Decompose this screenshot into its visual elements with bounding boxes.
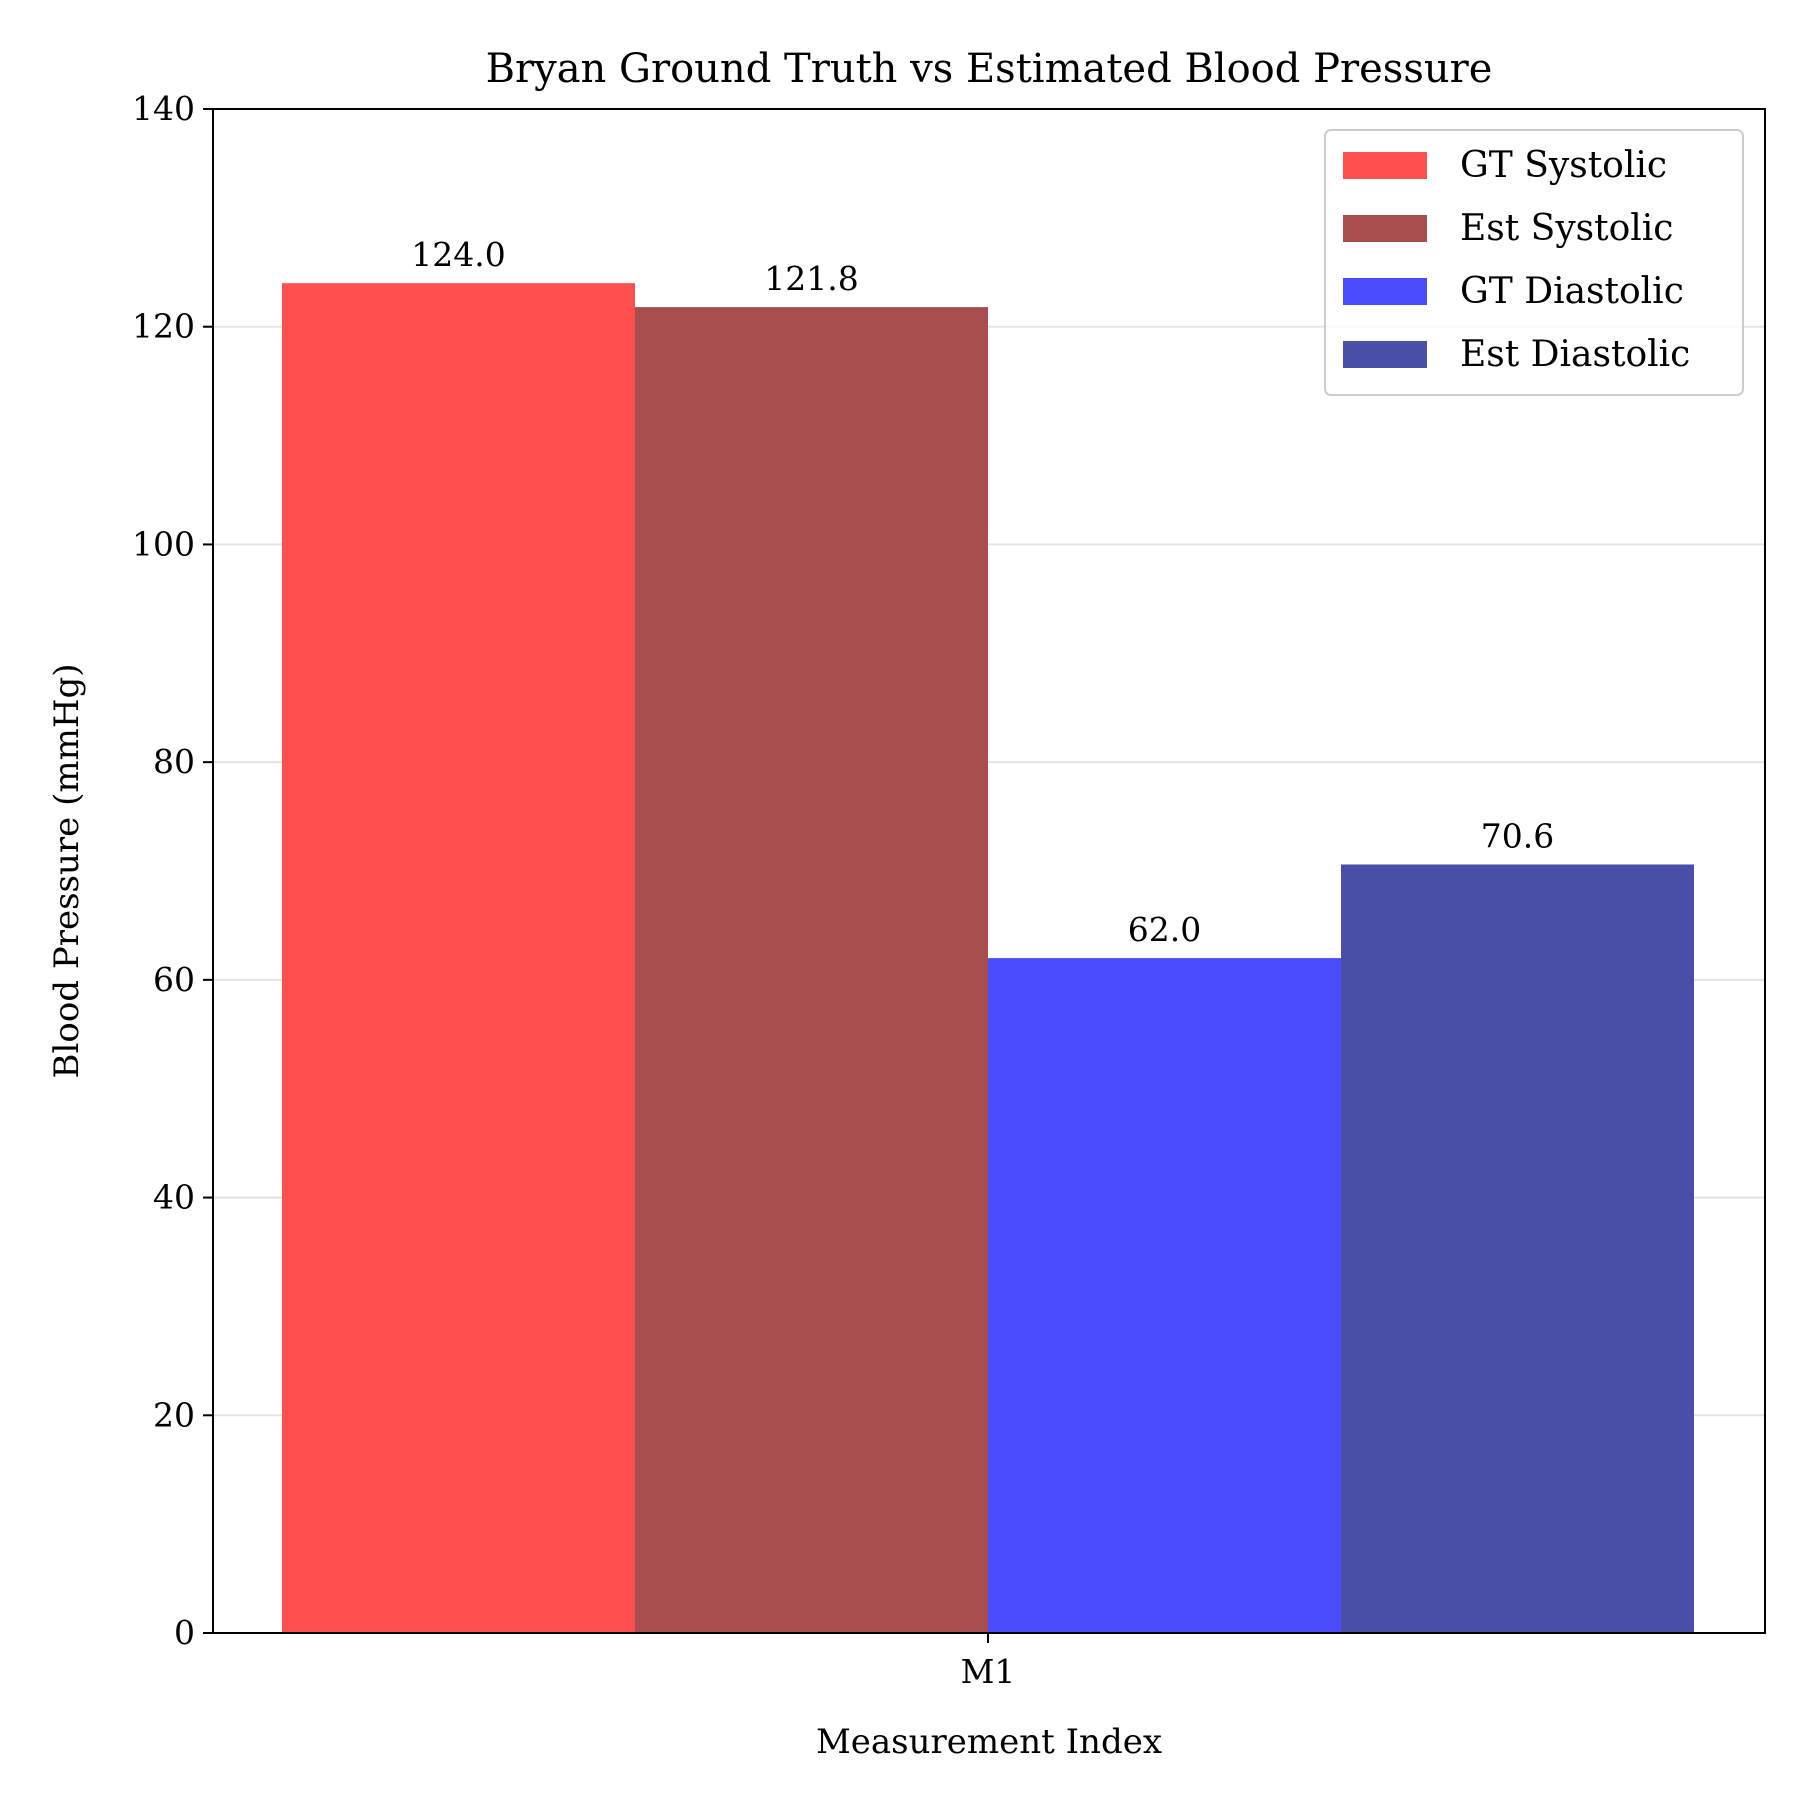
legend-label: Est Diastolic — [1460, 334, 1690, 375]
data-labels: 124.0 121.8 62.0 70.6 — [411, 235, 1554, 949]
bar-value-label: 124.0 — [411, 235, 505, 274]
y-tick-label: 20 — [153, 1395, 195, 1434]
bar — [635, 307, 988, 1633]
x-axis-label: Measurement Index — [816, 1722, 1162, 1762]
x-tick-label: M1 — [961, 1652, 1016, 1691]
legend-label: Est Systolic — [1460, 208, 1673, 249]
x-axis-ticks: M1 — [961, 1633, 1016, 1691]
bar-value-label: 121.8 — [764, 259, 858, 298]
bar — [988, 958, 1341, 1633]
y-axis-label: Blood Pressure (mmHg) — [47, 663, 87, 1078]
bar-value-label: 62.0 — [1128, 910, 1201, 949]
y-tick-label: 140 — [132, 89, 195, 128]
legend-swatch — [1343, 215, 1427, 242]
legend-swatch — [1343, 152, 1427, 179]
y-tick-label: 100 — [132, 524, 195, 563]
legend: GT Systolic Est Systolic GT Diastolic Est D… — [1324, 129, 1744, 396]
bar — [1341, 864, 1694, 1633]
bar — [282, 283, 635, 1634]
legend-items: GT Systolic Est Systolic GT Diastolic Est D… — [1343, 145, 1690, 375]
legend-box — [1324, 129, 1744, 396]
y-tick-label: 80 — [153, 742, 195, 781]
y-tick-label: 60 — [153, 960, 195, 999]
y-tick-label: 40 — [153, 1178, 195, 1217]
chart-title: Bryan Ground Truth vs Estimated Blood Pr… — [486, 46, 1493, 92]
legend-swatch — [1343, 341, 1427, 368]
legend-swatch — [1343, 278, 1427, 305]
legend-label: GT Diastolic — [1460, 271, 1684, 312]
bar-value-label: 70.6 — [1481, 816, 1554, 855]
y-tick-label: 120 — [132, 307, 195, 346]
bars — [282, 283, 1694, 1634]
legend-label: GT Systolic — [1460, 145, 1667, 186]
y-tick-label: 0 — [174, 1613, 195, 1652]
y-axis-ticks: 0 20 40 60 80 100 120 140 — [132, 89, 213, 1652]
